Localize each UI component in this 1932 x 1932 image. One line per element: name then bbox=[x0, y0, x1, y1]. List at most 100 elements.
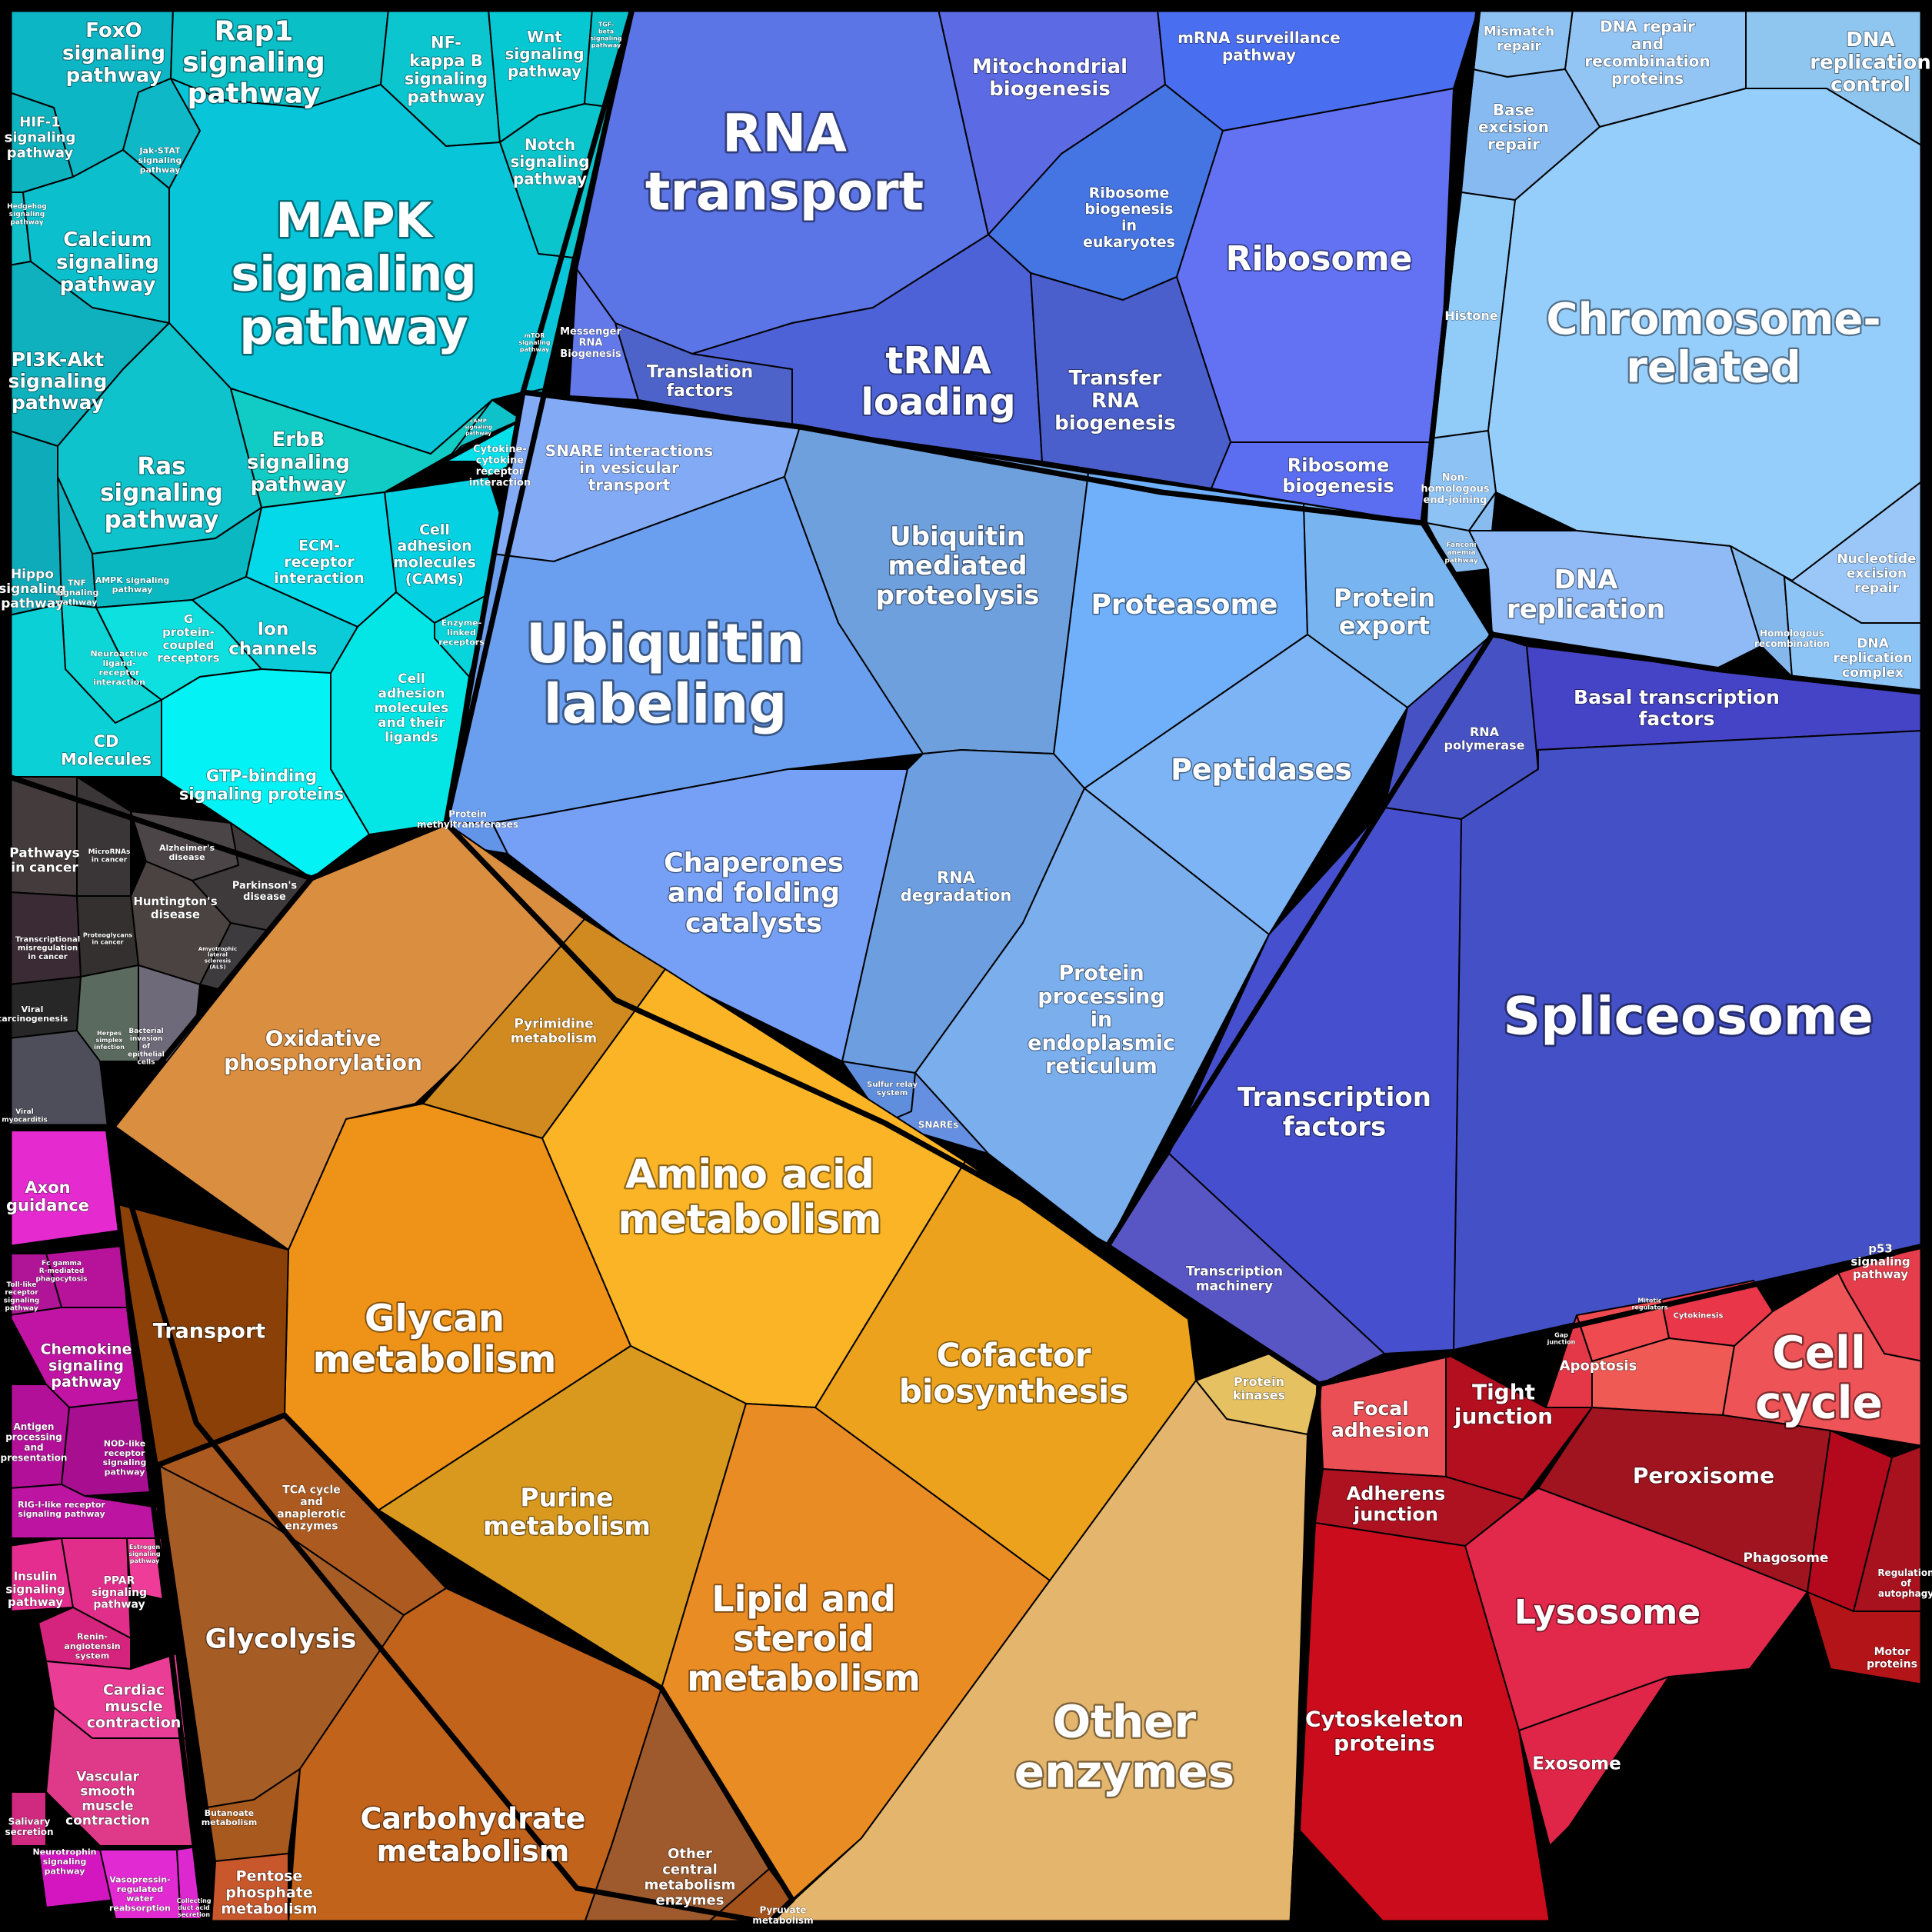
label-nod-like-receptor-signaling-pathway: NOD-like receptor signaling pathway bbox=[103, 1438, 147, 1477]
label-salivary-secretion: Salivary secretion bbox=[5, 1817, 53, 1837]
label-ras-signaling-pathway: Ras signaling pathway bbox=[100, 452, 223, 533]
label-calcium-signaling-pathway: Calcium signaling pathway bbox=[56, 228, 159, 296]
cell-other-enzymes bbox=[768, 1380, 1308, 1924]
label-cardiac-muscle-contraction: Cardiac muscle contraction bbox=[87, 1682, 182, 1732]
label-protein-methyltransferases: Protein methyltransferases bbox=[417, 809, 518, 830]
label-amino-acid-metabolism: Amino acid metabolism bbox=[618, 1152, 881, 1243]
label-ion-channels: Ion channels bbox=[228, 619, 317, 659]
label-chemokine-signaling-pathway: Chemokine signaling pathway bbox=[41, 1341, 132, 1391]
label-hif-1-signaling-pathway: HIF-1 signaling pathway bbox=[5, 114, 76, 161]
cell-butanoate-metabolism bbox=[207, 1768, 301, 1862]
label-oxidative-phosphorylation: Oxidative phosphorylation bbox=[224, 1025, 422, 1074]
label-lysosome: Phagosome bbox=[1744, 1551, 1829, 1566]
label-tca-cycle-and-anaplerotic-enzymes: TCA cycle and anaplerotic enzymes bbox=[277, 1484, 346, 1533]
label-notch-signaling-pathway: Notch signaling pathway bbox=[510, 135, 589, 188]
label-transfer-rna-biogenesis: Transfer RNA biogenesis bbox=[1054, 367, 1176, 435]
label-homologous-recombination: Homologous recombination bbox=[1754, 628, 1830, 649]
label-vasopressin-regulated-water-reabsorption: Vasopressin-regulated water reabsorption bbox=[109, 1874, 171, 1913]
label-rap1-signaling-pathway: Rap1 signaling pathway bbox=[182, 16, 325, 110]
label-mitochondrial-biogenesis: Mitochondrial biogenesis bbox=[972, 55, 1128, 101]
label-camp-signaling-pathway: cAMP signaling pathway bbox=[465, 418, 492, 437]
label-enzyme-linked-receptors: Enzyme-linked receptors bbox=[438, 618, 485, 648]
cell-renin-angiotensin-system bbox=[38, 1607, 132, 1670]
label-renin-angiotensin-system: Renin-angiotensin system bbox=[64, 1632, 120, 1661]
label-axon-guidance: Axon guidance bbox=[6, 1178, 89, 1215]
label-protein-processing-in-endoplasmic-reticulum: Protein processing in endoplasmic reticulum bbox=[1028, 961, 1175, 1078]
label-glycolysis: Glycolysis bbox=[205, 1624, 357, 1655]
label-spliceosome: Spliceosome bbox=[1503, 986, 1874, 1047]
label-pentose-phosphate-metabolism: Pentose phosphate metabolism bbox=[221, 1868, 317, 1918]
label-ribosome-biogenesis-in-eukaryotes: Ribosome biogenesis in eukaryotes bbox=[1083, 185, 1175, 251]
cell-dna-replication bbox=[1468, 530, 1762, 670]
label-vascular-smooth-muscle-contraction: Vascular smooth muscle contraction bbox=[65, 1770, 150, 1829]
label-regulation-of-autophagy: Peroxisome bbox=[1633, 1463, 1774, 1488]
label-gtp-binding-signaling-proteins: GTP-binding signaling proteins bbox=[179, 767, 344, 804]
label-phagosome: Adherens junction bbox=[1347, 1483, 1446, 1525]
label-tight-junction: Cell cycle bbox=[1755, 1326, 1883, 1428]
label-snare-interactions-in-vesicular-transport: SNARE interactions in vesicular transport bbox=[545, 441, 713, 495]
label-cytokinesis: Cytokinesis bbox=[1674, 1312, 1724, 1321]
label-rna-polymerase: RNA polymerase bbox=[1444, 724, 1525, 753]
label-dna-replication-complex: DNA replication complex bbox=[1833, 636, 1912, 681]
label-glycan-metabolism: Glycan metabolism bbox=[313, 1297, 557, 1381]
label-micrornas-in-cancer: MicroRNAs in cancer bbox=[88, 848, 131, 864]
cell-nod-like-receptor-signaling-pathway bbox=[61, 1399, 151, 1497]
label-jak-stat-signaling-pathway: Jak-STAT signaling pathway bbox=[138, 146, 182, 175]
label-cd-molecules: CD Molecules bbox=[61, 732, 152, 769]
label-ribosome-biogenesis: Ribosome biogenesis bbox=[1282, 455, 1394, 497]
label-estrogen-signaling-pathway: Estrogen signaling pathway bbox=[128, 1544, 161, 1564]
label-neurotrophin-signaling-pathway: Neurotrophin signaling pathway bbox=[32, 1847, 96, 1877]
label-neuroactive-ligand-receptor-interaction: Neuroactive ligand-receptor interaction bbox=[90, 648, 148, 687]
label-dna-replication: DNA replication bbox=[1507, 565, 1665, 625]
label-chaperones-and-folding-catalysts: Chaperones and folding catalysts bbox=[664, 848, 844, 938]
label-apoptosis: Mitotic regulators bbox=[1632, 1297, 1668, 1311]
label-p53-signaling-pathway: p53 signaling pathway bbox=[1850, 1242, 1910, 1282]
label-transport: Transport bbox=[153, 1320, 265, 1344]
label-fanconi-anemia-pathway: Fanconi anemia pathway bbox=[1444, 541, 1477, 565]
label-carbohydrate-metabolism: Carbohydrate metabolism bbox=[361, 1801, 586, 1868]
label-ribosome: Ribosome bbox=[1226, 239, 1413, 278]
label-non-homologous-end-joining: Non-homologous end-joining bbox=[1421, 472, 1490, 506]
label-cofactor-biosynthesis: Cofactor biosynthesis bbox=[899, 1337, 1128, 1411]
cell-regulation-of-actin-cytoskeleton bbox=[1518, 1676, 1670, 1847]
label-collecting-duct-acid-secretion: Collecting duct acid secretion bbox=[176, 1897, 211, 1918]
label-messenger-rna-biogenesis: Messenger RNA Biogenesis bbox=[560, 326, 621, 360]
label-exosome: Motor proteins bbox=[1867, 1646, 1917, 1671]
label-other-enzymes: Other enzymes bbox=[1014, 1695, 1235, 1797]
label-wnt-signaling-pathway: Wnt signaling pathway bbox=[505, 28, 584, 81]
label-hedgehog-signaling-pathway: Hedgehog signaling pathway bbox=[7, 203, 47, 226]
label-base-excision-repair: Base excision repair bbox=[1478, 101, 1549, 154]
label-mtor-signaling-pathway: mTOR signaling pathway bbox=[518, 332, 551, 353]
label-transcription-machinery: Transcription machinery bbox=[1186, 1264, 1283, 1294]
label-viral-carcinogenesis: Viral carcinogenesis bbox=[0, 1004, 68, 1024]
label-erbb-signaling-pathway: ErbB signaling pathway bbox=[247, 428, 350, 496]
label-nucleotide-excision-repair: Nucleotide excision repair bbox=[1837, 551, 1916, 596]
label-transcriptional-misregulation-in-cancer: Transcriptional misregulation in cancer bbox=[15, 935, 80, 961]
label-proteoglycans-in-cancer: Proteoglycans in cancer bbox=[83, 931, 133, 945]
label-ubiquitin-mediated-proteolysis: Ubiquitin mediated proteolysis bbox=[875, 521, 1039, 611]
label-ubiquitin-labeling: Ubiquitin labeling bbox=[526, 612, 804, 735]
label-huntington-s-disease: Huntington's disease bbox=[133, 894, 217, 921]
label-bacterial-invasion-of-epithelial-cells: Bacterial invasion of epithelial cells bbox=[128, 1028, 165, 1066]
label-viral-myocarditis: Viral myocarditis bbox=[2, 1108, 48, 1124]
label-regulation-of-actin-cytoskeleton: Exosome bbox=[1532, 1754, 1621, 1774]
label-endocytosis: Cytoskeleton proteins bbox=[1305, 1706, 1464, 1755]
label-histone: Histone bbox=[1444, 308, 1497, 323]
label-dna-repair-and-recombination-proteins: DNA repair and recombination proteins bbox=[1584, 18, 1710, 88]
label-basal-transcription-factors: Basal transcription factors bbox=[1574, 686, 1780, 730]
label-trna-loading: tRNA loading bbox=[861, 339, 1015, 424]
label-peroxisome: Tight junction bbox=[1454, 1379, 1553, 1428]
label-proteasome: Proteasome bbox=[1091, 589, 1278, 621]
cell-viral-carcinogenesis bbox=[8, 976, 82, 1039]
label-pathways-in-cancer: Pathways in cancer bbox=[9, 846, 80, 876]
label-butanoate-metabolism: Butanoate metabolism bbox=[202, 1808, 258, 1827]
label-pyrimidine-metabolism: Pyrimidine metabolism bbox=[511, 1017, 597, 1047]
label-herpes-simplex-infection: Herpes simplex infection bbox=[94, 1030, 125, 1051]
label-motor-proteins: Regulation of autophagy bbox=[1877, 1567, 1932, 1599]
label-hippo-signaling-pathway: Hippo signaling pathway bbox=[0, 567, 66, 611]
label-ecm-receptor-interaction: ECM-receptor interaction bbox=[274, 538, 365, 588]
